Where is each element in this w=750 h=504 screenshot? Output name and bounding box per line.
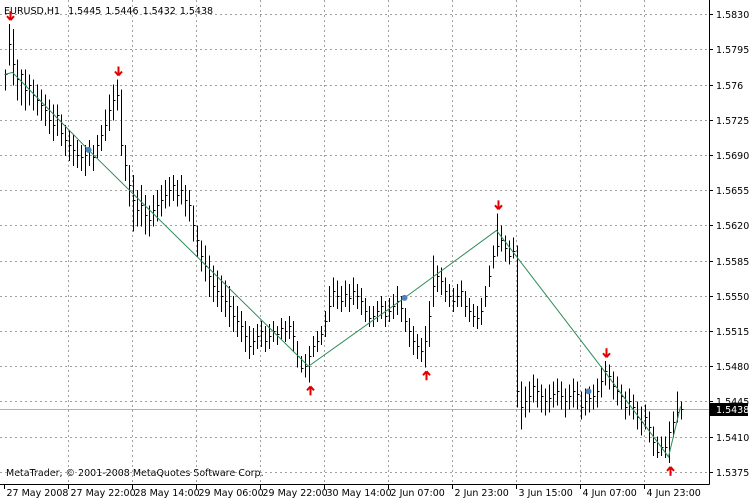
x-tick-label: 4 Jun 07:00 <box>583 488 637 499</box>
signal-dot <box>585 388 592 395</box>
x-tick-label: 29 May 06:00 <box>199 488 264 499</box>
arrow-down <box>114 66 123 77</box>
symbol: EURUSD,H1 <box>4 6 60 17</box>
y-tick-label: 1.5620 <box>716 221 749 232</box>
x-tick-label: 2 Jun 23:00 <box>455 488 509 499</box>
current-price-label: 1.5438 <box>716 405 749 416</box>
header-value: 1.5445 <box>68 6 101 17</box>
x-tick-label: 2 Jun 07:00 <box>391 488 445 499</box>
y-tick-label: 1.5690 <box>716 151 749 162</box>
arrow-down <box>602 348 611 358</box>
arrow-up <box>666 466 675 476</box>
x-tick-label: 27 May 2008 <box>7 488 69 499</box>
header: EURUSD,H1 1.5445 1.5446 1.5432 1.5438 <box>4 6 213 17</box>
y-tick-label: 1.5725 <box>716 116 749 127</box>
x-tick-label: 29 May 22:00 <box>263 488 328 499</box>
arrow-down <box>6 11 15 21</box>
x-tick-label: 27 May 22:00 <box>71 488 136 499</box>
current-price-box <box>710 403 748 416</box>
x-tick-label: 4 Jun 23:00 <box>647 488 701 499</box>
x-tick-label: 30 May 14:00 <box>327 488 392 499</box>
footer: MetaTrader, © 2001-2008 MetaQuotes Softw… <box>6 468 264 479</box>
header-value: 1.5446 <box>105 6 138 17</box>
y-tick-label: 1.5655 <box>716 186 749 197</box>
y-tick-label: 1.5795 <box>716 45 749 56</box>
signal-dot <box>401 294 408 301</box>
x-tick-label: 28 May 14:00 <box>135 488 200 499</box>
y-tick-label: 1.576 <box>716 81 743 92</box>
arrow-up <box>306 385 315 396</box>
signal-dot <box>85 146 92 153</box>
y-tick-label: 1.5410 <box>716 433 749 444</box>
x-tick-label: 3 Jun 15:00 <box>519 488 573 499</box>
y-tick-label: 1.5550 <box>716 292 749 303</box>
y-tick-label: 1.5480 <box>716 362 749 373</box>
header-value: 1.5432 <box>143 6 176 17</box>
arrow-down <box>494 200 503 210</box>
arrow-up <box>422 370 431 381</box>
y-tick-label: 1.5585 <box>716 257 749 268</box>
y-tick-label: 1.5445 <box>716 397 749 408</box>
y-tick-label: 1.5515 <box>716 327 749 338</box>
y-tick-label: 1.5830 <box>716 10 749 21</box>
header-text: EURUSD,H1 1.5445 1.5446 1.5432 1.5438 <box>4 6 213 17</box>
y-tick-label: 1.5375 <box>716 468 749 479</box>
